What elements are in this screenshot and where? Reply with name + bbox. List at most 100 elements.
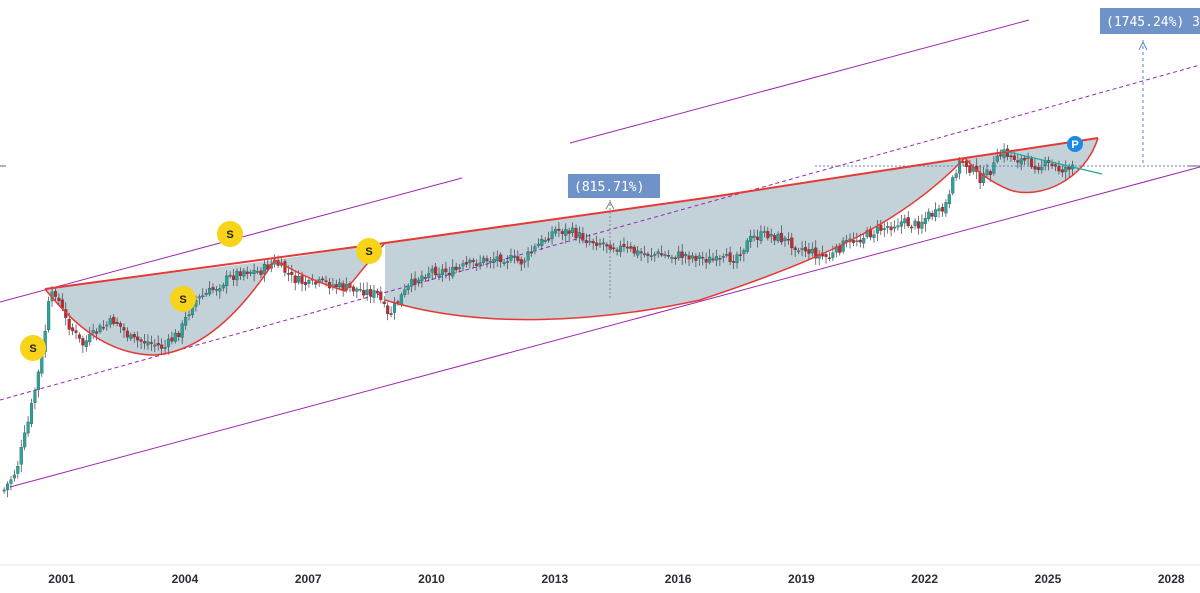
rim-line bbox=[44, 137, 1099, 290]
candle-up bbox=[218, 288, 222, 292]
candle-up bbox=[197, 296, 201, 299]
candle-down bbox=[139, 339, 143, 342]
candle-up bbox=[797, 250, 801, 253]
candle-up bbox=[495, 256, 499, 261]
candle-up bbox=[543, 240, 547, 242]
candle-down bbox=[232, 275, 236, 280]
candle-up bbox=[642, 253, 647, 256]
candle-up bbox=[173, 332, 177, 342]
candle-up bbox=[862, 238, 866, 244]
candle-up bbox=[618, 245, 623, 253]
candle-up bbox=[509, 255, 513, 261]
candle-up bbox=[9, 479, 13, 484]
candle-up bbox=[954, 173, 958, 178]
signal-marker-2[interactable]: S bbox=[170, 286, 196, 312]
candle-down bbox=[444, 268, 448, 273]
candle-down bbox=[1029, 158, 1034, 168]
candle-up bbox=[526, 251, 530, 261]
candle-up bbox=[358, 288, 362, 291]
candle-up bbox=[865, 230, 869, 237]
candle-up bbox=[91, 330, 95, 334]
measure-1-label-bg bbox=[568, 174, 660, 198]
candle-down bbox=[1023, 157, 1027, 161]
candle-up bbox=[882, 228, 886, 230]
candle-up bbox=[992, 162, 996, 174]
candle-up bbox=[16, 466, 20, 474]
candle-down bbox=[362, 290, 366, 296]
candle-up bbox=[663, 254, 667, 256]
candle-down bbox=[389, 313, 393, 315]
candle-up bbox=[1002, 149, 1006, 158]
candle-up bbox=[208, 288, 212, 295]
candle-up bbox=[1064, 167, 1068, 172]
candle-down bbox=[694, 255, 698, 261]
signal-marker-4[interactable]: S bbox=[356, 238, 382, 264]
candle-down bbox=[351, 286, 355, 292]
candle-down bbox=[560, 231, 564, 235]
candle-down bbox=[738, 254, 742, 256]
candle-down bbox=[547, 238, 551, 241]
candle-up bbox=[23, 432, 27, 448]
candle-up bbox=[204, 292, 208, 295]
candle-up bbox=[365, 289, 369, 295]
candle-down bbox=[475, 263, 479, 267]
signal-marker-3[interactable]: S bbox=[217, 221, 243, 247]
candle-up bbox=[355, 288, 359, 292]
candle-up bbox=[84, 340, 88, 347]
measure-1-label: (815.71%) bbox=[574, 180, 644, 195]
candle-down bbox=[379, 291, 383, 301]
x-axis-ticks: 2001 2004 2007 2010 2013 2016 2019 2022 2025 2028 bbox=[48, 572, 1185, 586]
candle-down bbox=[581, 233, 585, 241]
candle-up bbox=[872, 234, 876, 238]
candle-up bbox=[601, 242, 605, 245]
candle-up bbox=[1026, 157, 1030, 159]
candle-down bbox=[77, 334, 82, 339]
candle-down bbox=[790, 237, 794, 249]
candle-up bbox=[184, 317, 188, 326]
candle-down bbox=[906, 217, 910, 227]
x-tick-label: 2028 bbox=[1158, 572, 1185, 586]
candle-down bbox=[916, 221, 921, 229]
candle-down bbox=[413, 278, 417, 285]
candle-down bbox=[160, 344, 164, 349]
candle-up bbox=[523, 260, 527, 263]
candle-up bbox=[564, 228, 568, 236]
x-tick-label: 2016 bbox=[665, 572, 692, 586]
candle-down bbox=[807, 249, 811, 254]
candle-down bbox=[101, 327, 105, 329]
candle-up bbox=[440, 269, 445, 275]
measure-1-arrowhead bbox=[605, 200, 615, 210]
candle-down bbox=[519, 259, 523, 265]
signal-marker-label: S bbox=[226, 229, 233, 241]
measure-2-label-bg bbox=[1100, 8, 1200, 34]
candle-down bbox=[879, 224, 883, 231]
p-marker[interactable]: P bbox=[1067, 136, 1083, 152]
candle-up bbox=[540, 238, 544, 246]
candle-up bbox=[721, 256, 725, 258]
candle-up bbox=[958, 160, 962, 174]
candle-up bbox=[420, 275, 424, 282]
x-tick-label: 2001 bbox=[48, 572, 75, 586]
measure-2-arrowhead bbox=[1138, 40, 1148, 51]
candle-down bbox=[485, 258, 489, 262]
candle-up bbox=[951, 177, 955, 194]
candle-down bbox=[595, 242, 599, 247]
signal-marker-label: S bbox=[29, 343, 36, 355]
candle-up bbox=[934, 209, 938, 218]
candle-up bbox=[478, 262, 482, 265]
cup-1-outline bbox=[44, 259, 276, 356]
candle-down bbox=[81, 338, 85, 346]
candle-down bbox=[423, 277, 427, 279]
candle-up bbox=[214, 289, 218, 291]
candle-down bbox=[334, 284, 338, 288]
candle-up bbox=[550, 231, 554, 239]
candle-down bbox=[930, 213, 934, 217]
candle-down bbox=[149, 342, 153, 344]
signal-marker-1[interactable]: S bbox=[20, 335, 46, 361]
candle-up bbox=[1019, 158, 1023, 165]
candle-down bbox=[666, 255, 671, 257]
candle-down bbox=[622, 243, 626, 247]
candle-up bbox=[598, 243, 602, 246]
p-marker-label: P bbox=[1071, 139, 1078, 151]
